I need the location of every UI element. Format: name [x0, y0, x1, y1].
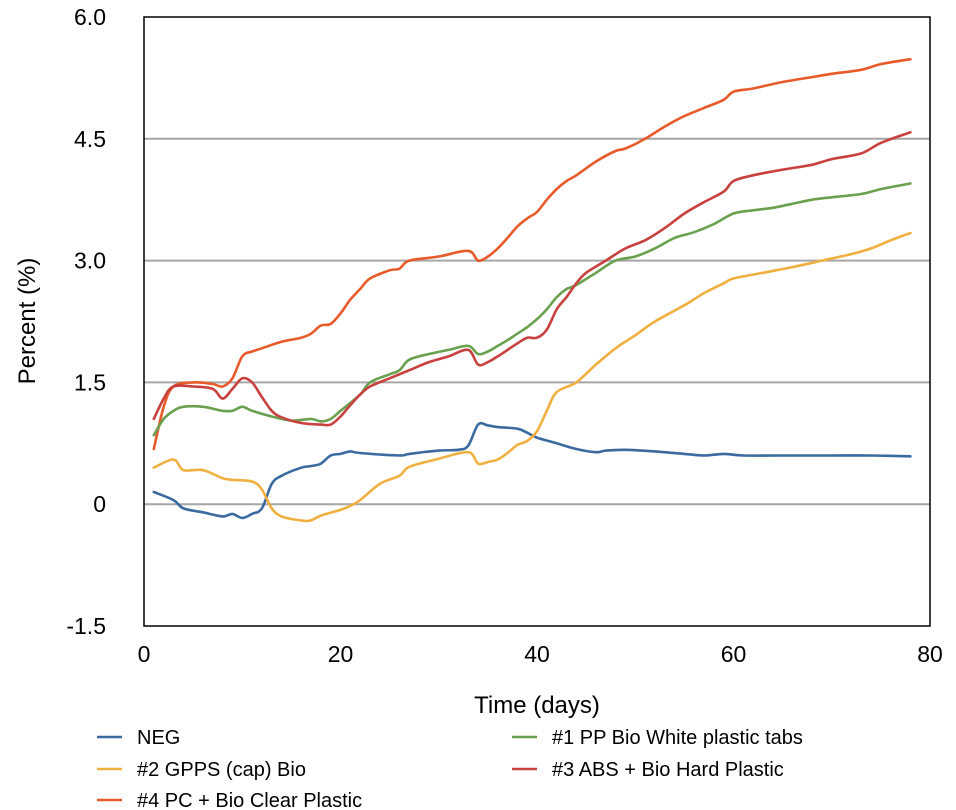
y-tick-label: 6.0: [74, 4, 106, 30]
series-line-1: [152, 231, 912, 523]
x-tick-label: 20: [328, 641, 354, 667]
legend-label: #4 PC + Bio Clear Plastic: [137, 790, 362, 810]
y-tick-label: 1.5: [74, 369, 106, 395]
legend: NEG #2 GPPS (cap) Bio #4 PC + Bio Clear Pl…: [97, 727, 803, 810]
legend-label: #2 GPPS (cap) Bio: [137, 759, 306, 781]
y-axis-ticks: 6.0 4.5 3.0 1.5 0 -1.5: [66, 4, 106, 639]
y-tick-label: 3.0: [74, 248, 106, 274]
plot-area-frame: [143, 16, 931, 627]
y-tick-label: 0: [93, 491, 106, 517]
x-tick-label: 40: [524, 641, 550, 667]
x-axis-ticks: 0 20 40 60 80: [138, 641, 943, 667]
series-line-3: [152, 182, 912, 437]
legend-item: NEG: [97, 727, 180, 749]
gridlines: [144, 137, 930, 506]
legend-label: #1 PP Bio White plastic tabs: [552, 727, 803, 749]
series-line-4: [152, 131, 912, 427]
legend-item: #4 PC + Bio Clear Plastic: [97, 790, 362, 810]
series-lines: [152, 57, 912, 523]
series-line-0: [152, 421, 912, 520]
x-axis-title: Time (days): [474, 692, 600, 719]
legend-item: #1 PP Bio White plastic tabs: [512, 727, 803, 749]
x-tick-label: 60: [721, 641, 747, 667]
legend-label: NEG: [137, 727, 180, 749]
x-tick-label: 80: [917, 641, 943, 667]
x-tick-label: 0: [138, 641, 151, 667]
y-axis-title: Percent (%): [14, 258, 41, 385]
y-tick-label: -1.5: [66, 613, 106, 639]
legend-item: #3 ABS + Bio Hard Plastic: [512, 759, 784, 781]
legend-label: #3 ABS + Bio Hard Plastic: [552, 759, 784, 781]
y-tick-label: 4.5: [74, 126, 106, 152]
series-line-2: [152, 57, 912, 451]
legend-item: #2 GPPS (cap) Bio: [97, 759, 306, 781]
